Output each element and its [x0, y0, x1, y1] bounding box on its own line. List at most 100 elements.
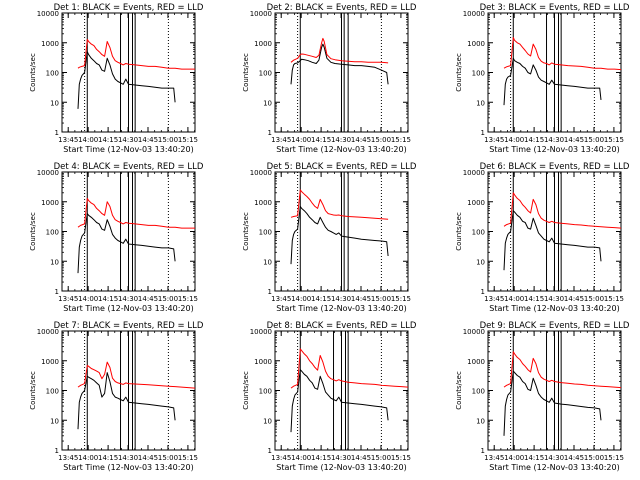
- x-tick-label: 14:00: [504, 295, 524, 303]
- y-tick-label: 100: [472, 388, 485, 396]
- lld-series-line: [77, 361, 196, 389]
- y-tick-label: 1: [55, 288, 59, 296]
- x-tick-label: 13:45: [484, 454, 504, 462]
- y-tick-label: 10000: [250, 328, 272, 336]
- y-tick-label: 1000: [467, 40, 485, 48]
- panel-title: Det 7: BLACK = Events, RED = LLD: [54, 321, 204, 331]
- detector-panel-7: Det 7: BLACK = Events, RED = LLD 1 10 100 10…: [29, 321, 204, 472]
- lld-series-line: [290, 37, 389, 64]
- x-tick-label: 15:15: [178, 295, 198, 303]
- lld-series-line: [290, 348, 409, 389]
- y-tick-label: 1000: [467, 199, 485, 207]
- y-tick-label: 10000: [463, 10, 485, 18]
- y-tick-label: 10: [476, 417, 485, 425]
- x-tick-label: 15:15: [604, 295, 624, 303]
- lld-series-line: [503, 192, 622, 229]
- x-tick-label: 15:00: [371, 136, 391, 144]
- x-tick-label: 15:00: [371, 454, 391, 462]
- y-tick-label: 1000: [41, 199, 59, 207]
- y-tick-label: 10: [263, 99, 272, 107]
- x-axis-label: Start Time (12-Nov-03 13:40:20): [276, 463, 406, 472]
- panel-title: Det 5: BLACK = Events, RED = LLD: [267, 162, 417, 172]
- y-tick-label: 1000: [41, 358, 59, 366]
- x-tick-label: 14:15: [311, 454, 331, 462]
- x-tick-label: 15:15: [391, 136, 411, 144]
- events-series-line: [503, 370, 602, 436]
- y-tick-label: 100: [46, 229, 59, 237]
- lld-series-line: [503, 37, 622, 71]
- x-axis-label: Start Time (12-Nov-03 13:40:20): [489, 463, 619, 472]
- x-tick-label: 13:45: [484, 295, 504, 303]
- detector-panel-6: Det 6: BLACK = Events, RED = LLD 1 10 100 10…: [455, 162, 630, 313]
- y-tick-label: 10000: [250, 169, 272, 177]
- y-tick-label: 1: [55, 129, 59, 137]
- x-tick-label: 15:00: [584, 136, 604, 144]
- x-tick-label: 14:45: [351, 295, 371, 303]
- x-tick-label: 14:30: [331, 136, 351, 144]
- events-series-line: [503, 57, 602, 106]
- detector-panel-2: Det 2: BLACK = Events, RED = LLD 1 10 100 10…: [242, 3, 417, 154]
- x-tick-label: 14:00: [78, 136, 98, 144]
- y-tick-label: 100: [472, 229, 485, 237]
- x-tick-label: 15:15: [391, 454, 411, 462]
- y-axis-label: Counts/sec: [455, 212, 463, 251]
- y-axis-label: Counts/sec: [242, 371, 250, 410]
- x-axis-label: Start Time (12-Nov-03 13:40:20): [63, 304, 193, 313]
- x-tick-label: 14:45: [138, 295, 158, 303]
- events-series-line: [290, 205, 389, 265]
- x-tick-label: 15:00: [158, 136, 178, 144]
- x-tick-label: 13:45: [58, 454, 78, 462]
- detector-panel-8: Det 8: BLACK = Events, RED = LLD 1 10 100 10…: [242, 321, 417, 472]
- x-axis-label: Start Time (12-Nov-03 13:40:20): [276, 145, 406, 154]
- x-tick-label: 15:15: [178, 136, 198, 144]
- y-axis-label: Counts/sec: [29, 371, 37, 410]
- x-tick-label: 15:00: [158, 454, 178, 462]
- y-tick-label: 1000: [41, 40, 59, 48]
- y-tick-label: 1: [481, 129, 485, 137]
- y-tick-label: 10: [263, 258, 272, 266]
- y-tick-label: 100: [259, 388, 272, 396]
- y-axis-label: Counts/sec: [29, 53, 37, 92]
- lld-series-line: [77, 38, 195, 70]
- y-tick-label: 1: [268, 288, 272, 296]
- x-tick-label: 15:15: [391, 295, 411, 303]
- events-series-line: [77, 213, 176, 274]
- x-tick-label: 14:30: [544, 136, 564, 144]
- y-tick-label: 10: [476, 99, 485, 107]
- y-tick-label: 1000: [467, 358, 485, 366]
- x-axis-label: Start Time (12-Nov-03 13:40:20): [276, 304, 406, 313]
- x-tick-label: 14:15: [98, 454, 118, 462]
- x-tick-label: 14:00: [291, 454, 311, 462]
- y-tick-label: 10000: [37, 10, 59, 18]
- x-tick-label: 15:00: [584, 295, 604, 303]
- y-axis-label: Counts/sec: [242, 53, 250, 92]
- x-tick-label: 15:15: [604, 136, 624, 144]
- x-tick-label: 14:15: [524, 454, 544, 462]
- x-tick-label: 14:30: [331, 295, 351, 303]
- y-tick-label: 10: [50, 258, 59, 266]
- y-tick-label: 1: [481, 288, 485, 296]
- y-tick-label: 10000: [463, 169, 485, 177]
- x-axis-label: Start Time (12-Nov-03 13:40:20): [489, 145, 619, 154]
- y-tick-label: 1000: [254, 199, 272, 207]
- x-tick-label: 14:00: [504, 454, 524, 462]
- x-tick-label: 14:00: [291, 136, 311, 144]
- x-axis-label: Start Time (12-Nov-03 13:40:20): [63, 463, 193, 472]
- y-axis-label: Counts/sec: [455, 371, 463, 410]
- x-tick-label: 15:00: [371, 295, 391, 303]
- detector-panel-1: Det 1: BLACK = Events, RED = LLD 1 10 100 10…: [29, 3, 204, 154]
- x-tick-label: 14:45: [564, 136, 584, 144]
- lld-series-line: [503, 351, 622, 389]
- x-tick-label: 14:45: [351, 136, 371, 144]
- y-tick-label: 1: [268, 447, 272, 455]
- y-tick-label: 10: [263, 417, 272, 425]
- events-series-line: [290, 369, 389, 433]
- x-tick-label: 15:00: [158, 295, 178, 303]
- detector-panel-3: Det 3: BLACK = Events, RED = LLD 1 10 100 10…: [455, 3, 630, 154]
- detector-panel-9: Det 9: BLACK = Events, RED = LLD 1 10 100 10…: [455, 321, 630, 472]
- y-tick-label: 100: [46, 388, 59, 396]
- y-tick-label: 100: [259, 70, 272, 78]
- x-tick-label: 14:00: [78, 454, 98, 462]
- events-series-line: [503, 210, 602, 271]
